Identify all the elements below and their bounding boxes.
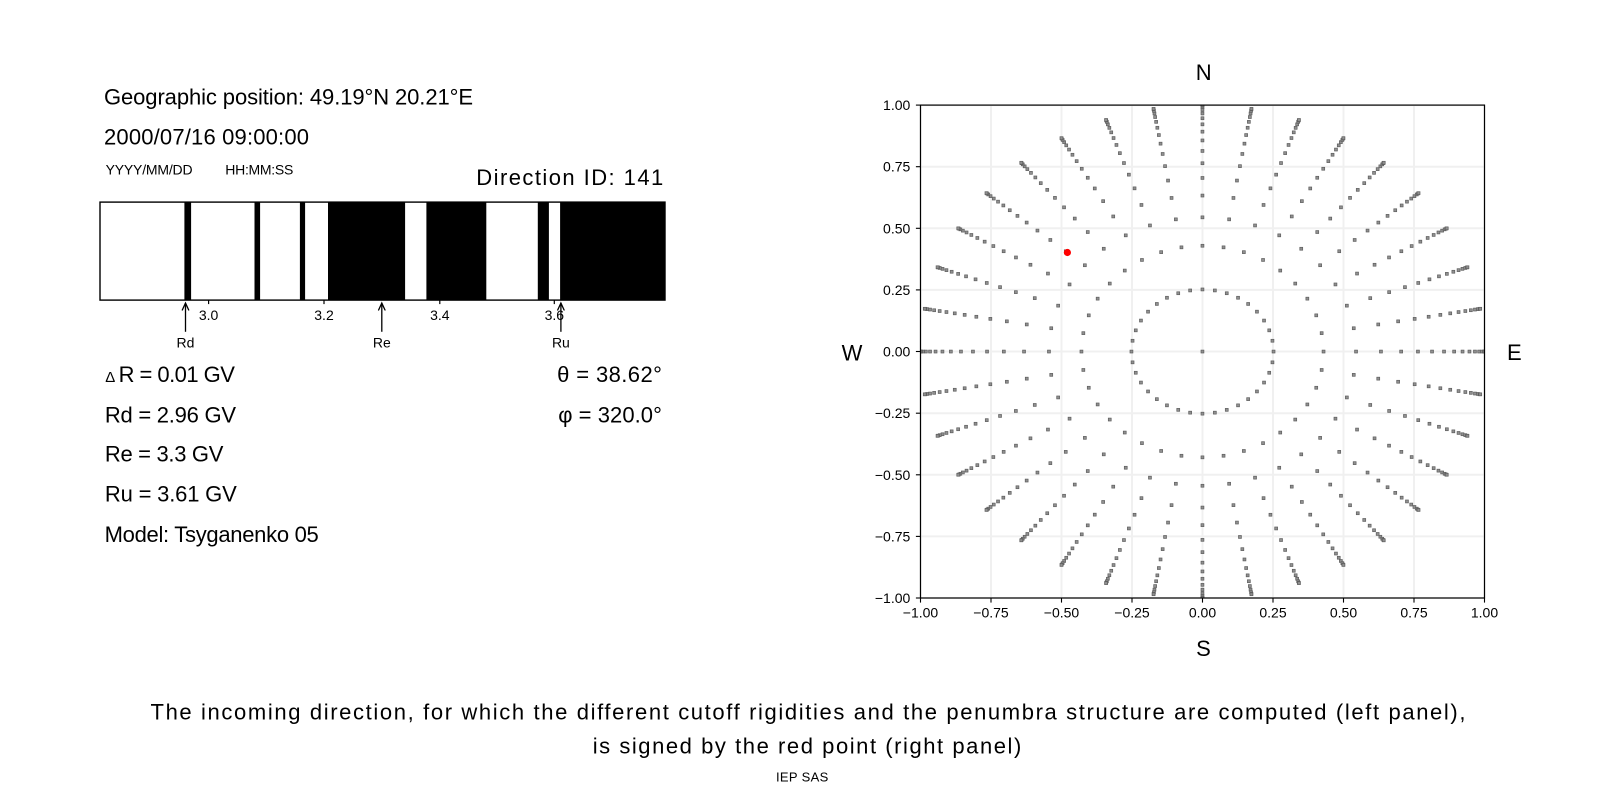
- svg-text:−0.50: −0.50: [1044, 604, 1080, 620]
- svg-text:Re: Re: [373, 334, 391, 350]
- svg-text:Ru = 3.61 GV: Ru = 3.61 GV: [105, 482, 237, 507]
- svg-text:3.6: 3.6: [545, 307, 565, 323]
- svg-text:E: E: [1507, 340, 1522, 365]
- svg-text:0.75: 0.75: [1400, 604, 1427, 620]
- svg-text:3.4: 3.4: [430, 307, 450, 323]
- svg-text:Rd = 2.96 GV: Rd = 2.96 GV: [105, 402, 236, 427]
- svg-text:YYYY/MM/DD: YYYY/MM/DD: [106, 161, 193, 177]
- svg-text:W: W: [842, 340, 863, 365]
- svg-text:−0.50: −0.50: [875, 467, 911, 483]
- svg-text:0.00: 0.00: [883, 344, 910, 360]
- svg-text:0.25: 0.25: [1259, 604, 1286, 620]
- svg-text:0.50: 0.50: [1330, 604, 1357, 620]
- svg-text:−1.00: −1.00: [875, 590, 911, 606]
- svg-text:R = 0.01 GV: R = 0.01 GV: [119, 362, 236, 387]
- svg-text:−0.75: −0.75: [875, 528, 911, 544]
- svg-text:3.2: 3.2: [314, 307, 334, 323]
- svg-text:S: S: [1196, 636, 1211, 661]
- svg-text:N: N: [1196, 60, 1212, 85]
- svg-text:−0.75: −0.75: [973, 604, 1009, 620]
- svg-text:3.0: 3.0: [199, 307, 219, 323]
- svg-text:Ru: Ru: [552, 334, 570, 350]
- svg-text:Re = 3.3 GV: Re = 3.3 GV: [105, 442, 224, 467]
- svg-text:Rd: Rd: [177, 334, 195, 350]
- svg-text:Δ: Δ: [105, 369, 115, 386]
- svg-text:−1.00: −1.00: [903, 604, 939, 620]
- svg-text:−0.25: −0.25: [1114, 604, 1150, 620]
- svg-text:is signed by the red point (ri: is signed by the red point (right panel): [593, 733, 1022, 758]
- svg-text:2000/07/16 09:00:00: 2000/07/16 09:00:00: [104, 125, 309, 150]
- svg-text:1.00: 1.00: [1471, 604, 1498, 620]
- svg-text:Geographic position: 49.19°N 2: Geographic position: 49.19°N 20.21°E: [104, 85, 473, 110]
- svg-text:HH:MM:SS: HH:MM:SS: [225, 161, 293, 177]
- svg-text:Model: Tsyganenko 05: Model: Tsyganenko 05: [105, 522, 319, 547]
- svg-text:IEP SAS: IEP SAS: [776, 770, 829, 785]
- svg-text:θ = 38.62°: θ = 38.62°: [557, 362, 662, 387]
- svg-text:Direction ID: 141: Direction ID: 141: [476, 165, 663, 190]
- svg-text:−0.25: −0.25: [875, 405, 911, 421]
- svg-text:The incoming direction, for wh: The incoming direction, for which the di…: [151, 699, 1466, 724]
- svg-text:0.25: 0.25: [883, 282, 910, 298]
- svg-text:1.00: 1.00: [883, 97, 910, 113]
- svg-text:0.50: 0.50: [883, 220, 910, 236]
- svg-text:0.00: 0.00: [1189, 604, 1216, 620]
- svg-text:0.75: 0.75: [883, 159, 910, 175]
- svg-text:φ = 320.0°: φ = 320.0°: [558, 402, 662, 427]
